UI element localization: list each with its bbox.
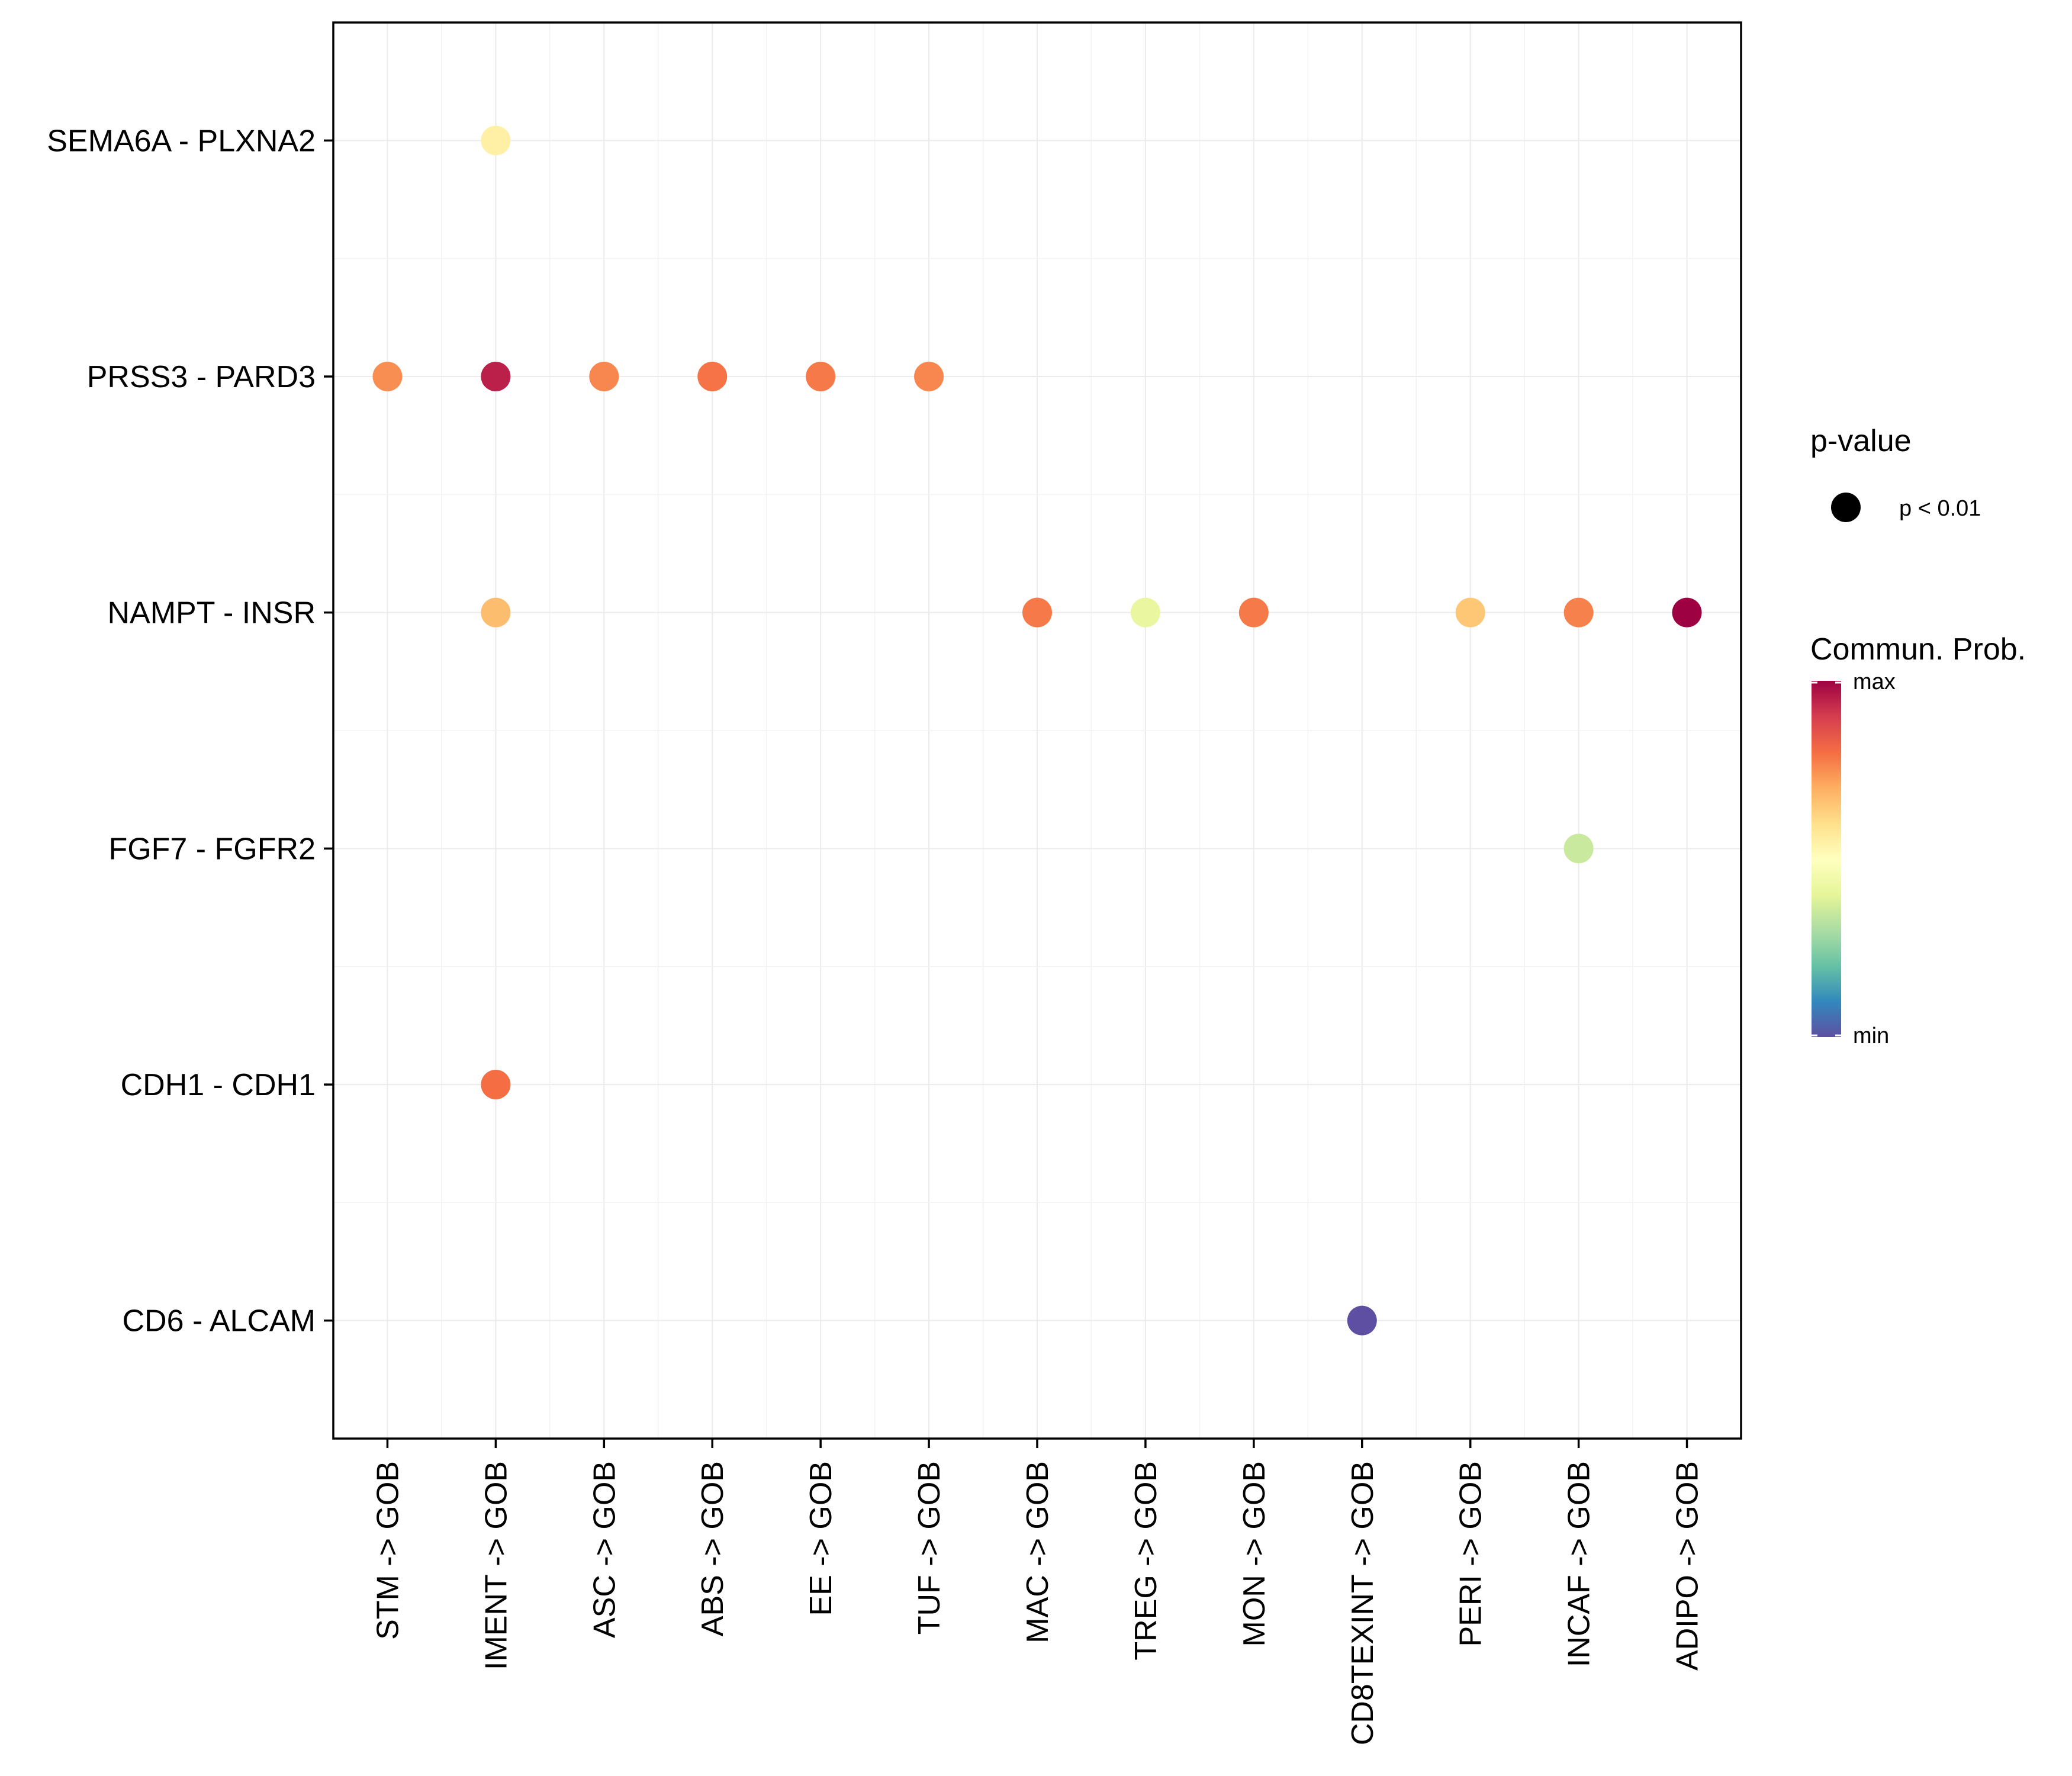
x-tick-label: TREG -> GOB <box>1129 1461 1163 1661</box>
x-tick-label: ABS -> GOB <box>696 1461 730 1636</box>
data-point <box>1238 597 1269 628</box>
data-point <box>481 597 511 628</box>
colorbar-max-label: max <box>1853 670 1896 694</box>
y-tick-label: NAMPT - INSR <box>107 596 316 630</box>
legend: p-value p < 0.01 Commun. Prob. max min <box>1810 424 2026 1048</box>
colorbar-min-label: min <box>1853 1024 1889 1048</box>
data-points <box>372 126 1702 1336</box>
data-point <box>589 362 619 391</box>
x-tick-label: MON -> GOB <box>1237 1461 1272 1646</box>
x-tick-label: MAC -> GOB <box>1021 1461 1055 1643</box>
x-tick-label: CD8TEXINT -> GOB <box>1346 1461 1380 1745</box>
data-point <box>1563 597 1594 628</box>
color-legend-title: Commun. Prob. <box>1810 632 2026 667</box>
y-tick-label: CDH1 - CDH1 <box>121 1068 316 1102</box>
y-axis: SEMA6A - PLXNA2 PRSS3 - PARD3 NAMPT - INSR… <box>47 124 333 1339</box>
y-tick-label: CD6 - ALCAM <box>122 1304 316 1339</box>
data-point <box>697 362 728 391</box>
data-point <box>914 362 944 391</box>
x-tick-label: EE -> GOB <box>804 1461 838 1616</box>
data-point <box>1672 597 1702 628</box>
y-tick-label: FGF7 - FGFR2 <box>108 832 316 866</box>
x-axis: STM -> GOB IMENT -> GOB ASC -> GOB ABS -> G… <box>371 1439 1705 1745</box>
y-tick-label: PRSS3 - PARD3 <box>87 360 316 394</box>
data-point <box>372 362 403 391</box>
data-point <box>1022 597 1052 628</box>
data-point <box>481 362 511 391</box>
data-point <box>1455 597 1485 628</box>
pvalue-legend-dot <box>1831 493 1861 522</box>
y-tick-label: SEMA6A - PLXNA2 <box>47 124 316 158</box>
x-tick-label: INCAF -> GOB <box>1562 1461 1597 1667</box>
x-tick-label: TUF -> GOB <box>912 1461 947 1635</box>
x-tick-label: PERI -> GOB <box>1454 1461 1488 1647</box>
x-tick-label: ADIPO -> GOB <box>1671 1461 1705 1671</box>
data-point <box>806 362 836 391</box>
grid-lines <box>333 22 1741 1439</box>
data-point <box>1563 834 1594 864</box>
data-point <box>1347 1305 1377 1336</box>
data-point <box>481 126 511 156</box>
data-point <box>481 1070 511 1099</box>
x-tick-label: STM -> GOB <box>371 1461 405 1640</box>
data-point <box>1130 597 1160 628</box>
colorbar <box>1812 681 1841 1037</box>
pvalue-legend-title: p-value <box>1810 424 1912 458</box>
pvalue-legend-label: p < 0.01 <box>1899 496 1981 521</box>
x-tick-label: IMENT -> GOB <box>479 1461 513 1670</box>
x-tick-label: ASC -> GOB <box>587 1461 622 1638</box>
